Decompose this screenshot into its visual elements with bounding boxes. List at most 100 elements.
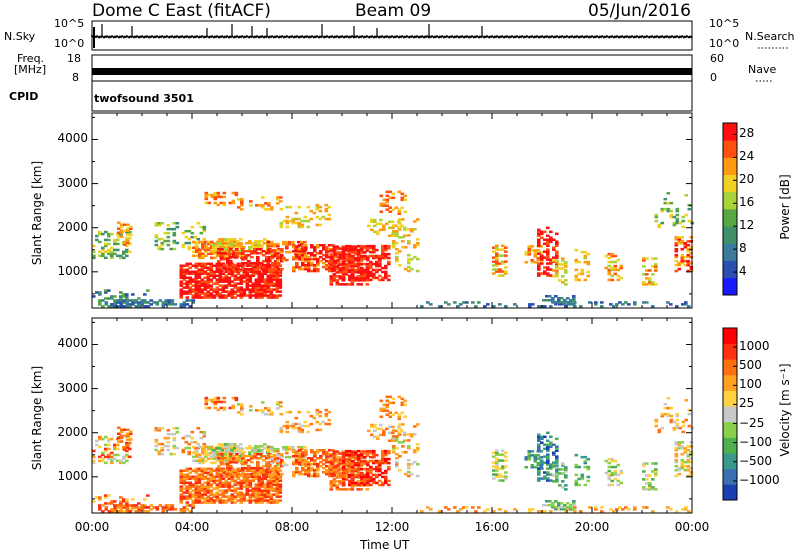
velocity-cell [680, 462, 685, 466]
velocity-cell [301, 466, 305, 470]
velocity-cell [657, 428, 662, 432]
power-cell [222, 203, 227, 207]
velocity-cell [216, 408, 221, 412]
power-cell [119, 297, 123, 300]
power-cell [187, 247, 192, 251]
velocity-cell [230, 451, 234, 454]
velocity-cell [275, 495, 280, 498]
power-cell [318, 205, 323, 209]
velocity-cell [257, 477, 262, 480]
velocity-cell [222, 447, 226, 451]
velocity-cell [675, 422, 680, 426]
velocity-cell [254, 449, 258, 452]
power-cell [307, 257, 311, 261]
power-cell [172, 239, 177, 243]
velocity-cell [143, 504, 147, 507]
velocity-cell [369, 471, 373, 475]
power-cell [677, 261, 682, 265]
velocity-cell [537, 437, 541, 441]
velocity-cell [226, 462, 230, 466]
velocity-cell [254, 495, 259, 498]
power-cell [310, 254, 314, 257]
power-cell [131, 301, 136, 304]
power-cell [375, 248, 379, 252]
power-cell [674, 248, 679, 251]
velocity-cell [318, 428, 323, 432]
power-cell [329, 255, 334, 258]
velocity-cell [123, 446, 127, 449]
power-cell [266, 294, 271, 297]
velocity-cell [241, 457, 245, 460]
power-cell [257, 280, 262, 283]
velocity-cell [268, 468, 272, 472]
power-cell [307, 269, 311, 273]
power-cell [269, 284, 274, 287]
power-cell [594, 301, 598, 304]
power-cell [350, 281, 355, 284]
velocity-cell [229, 453, 233, 456]
velocity-cell [169, 452, 174, 456]
velocity-cell [357, 467, 361, 471]
power-cell [401, 236, 405, 239]
power-cell [384, 254, 388, 258]
velocity-cell [329, 486, 334, 489]
velocity-cell [403, 399, 408, 403]
power-cell [413, 220, 417, 223]
power-cell [583, 254, 588, 258]
velocity-cell [325, 464, 329, 468]
velocity-cell [254, 499, 259, 502]
velocity-cell [225, 457, 229, 461]
power-cell [210, 246, 214, 250]
power-cell [197, 270, 202, 273]
power-cell [222, 254, 226, 258]
velocity-cell [384, 453, 388, 457]
power-cell [275, 294, 280, 297]
velocity-cell [372, 455, 376, 459]
velocity-cell [539, 466, 544, 469]
power-cell [240, 202, 244, 205]
velocity-cell [125, 435, 129, 439]
velocity-cell [548, 500, 552, 503]
velocity-cell [680, 441, 685, 444]
power-cell [179, 284, 184, 287]
power-cell [413, 255, 417, 259]
velocity-cell [324, 408, 329, 412]
power-cell [203, 294, 208, 297]
velocity-cell [413, 425, 417, 428]
velocity-cell [256, 460, 260, 464]
velocity-cell [560, 502, 564, 505]
power-cell [179, 305, 184, 308]
power-cell [385, 204, 390, 207]
power-cell [674, 250, 679, 253]
velocity-cell [209, 485, 214, 488]
velocity-cell [392, 447, 396, 450]
power-cell [400, 206, 405, 209]
power-cell [338, 257, 343, 260]
velocity-cell [684, 508, 688, 511]
velocity-cell [236, 493, 241, 496]
velocity-cell [110, 510, 114, 513]
velocity-cell [407, 464, 411, 468]
power-cell [359, 247, 364, 250]
power-cell [683, 242, 688, 245]
power-cell [654, 213, 659, 217]
velocity-cell [674, 455, 679, 458]
velocity-cell [254, 501, 259, 504]
power-colorbar-bin [723, 226, 737, 244]
velocity-cell [648, 474, 652, 477]
power-cell [645, 269, 649, 272]
velocity-cell [182, 481, 187, 484]
x-axis-title: Time UT [360, 538, 410, 552]
velocity-cell [270, 413, 274, 416]
velocity-cell [107, 502, 111, 505]
velocity-cell [546, 431, 550, 435]
power-cell [185, 296, 190, 299]
power-cell [182, 282, 187, 285]
power-cell [276, 244, 280, 248]
velocity-cell [194, 477, 199, 480]
power-cell [604, 266, 609, 270]
power-cell [202, 227, 207, 231]
velocity-cell [179, 471, 184, 474]
velocity-cell [680, 445, 685, 448]
velocity-cell [221, 481, 226, 484]
